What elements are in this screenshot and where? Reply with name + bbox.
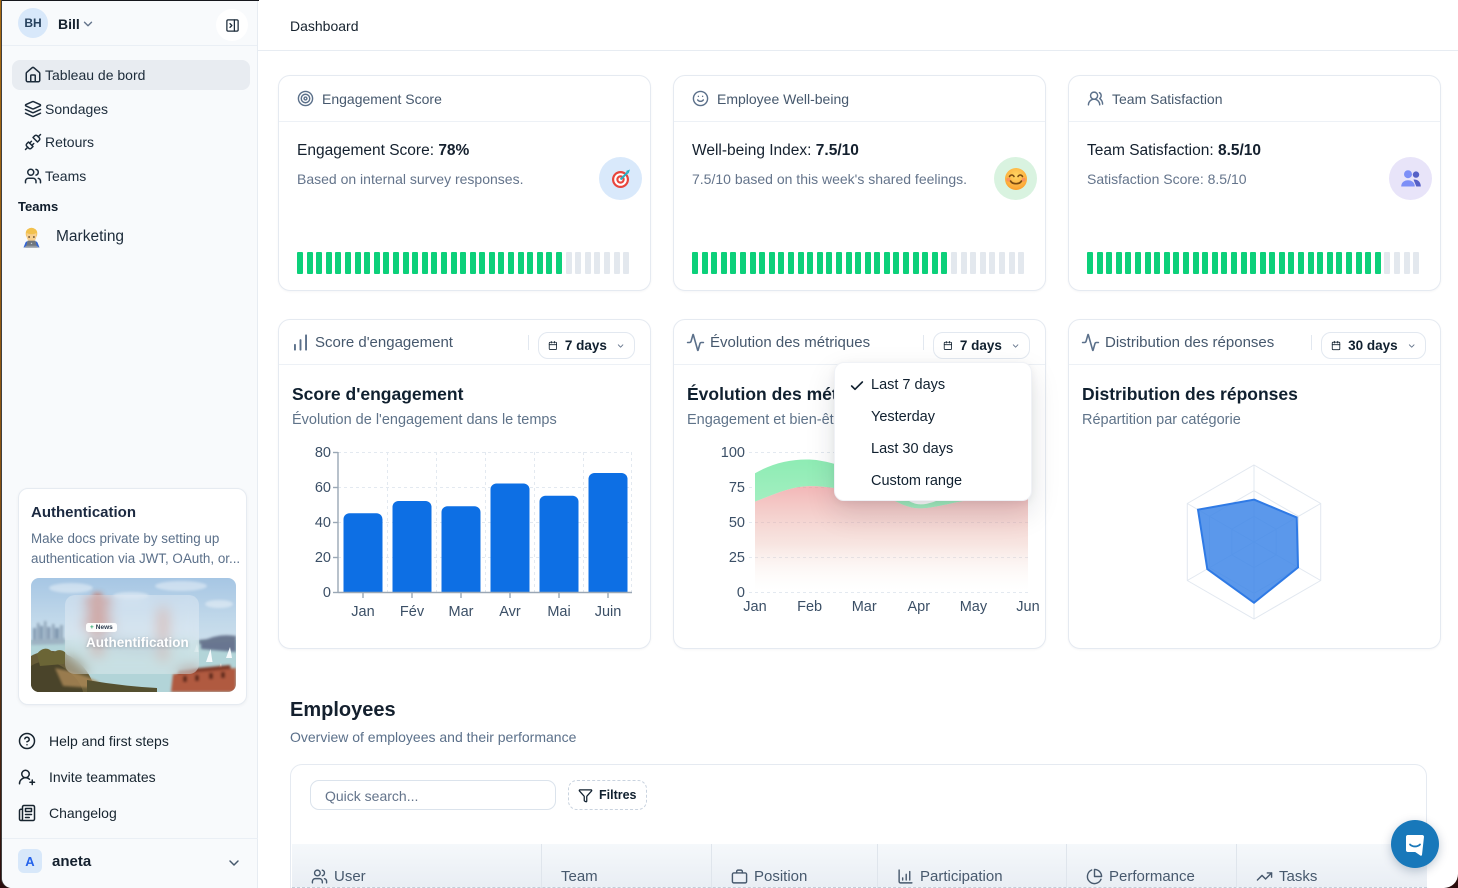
svg-text:Fév: Fév [400,604,425,620]
svg-text:Mar: Mar [449,604,474,620]
svg-text:75: 75 [729,480,745,496]
svg-text:Mar: Mar [852,599,877,615]
svg-text:25: 25 [729,550,745,566]
svg-text:0: 0 [737,585,745,601]
svg-text:Juin: Juin [595,604,622,620]
svg-text:Feb: Feb [797,599,822,615]
svg-text:60: 60 [315,480,331,496]
svg-text:Jan: Jan [351,604,374,620]
svg-text:Jan: Jan [743,599,766,615]
svg-text:80: 80 [315,445,331,461]
svg-text:Apr: Apr [908,599,931,615]
svg-text:100: 100 [721,445,745,461]
svg-text:50: 50 [729,515,745,531]
svg-text:Avr: Avr [499,604,521,620]
svg-text:Mai: Mai [547,604,570,620]
svg-text:Jun: Jun [1016,599,1039,615]
svg-text:May: May [960,599,988,615]
svg-text:20: 20 [315,550,331,566]
svg-text:40: 40 [315,515,331,531]
svg-text:0: 0 [323,585,331,601]
